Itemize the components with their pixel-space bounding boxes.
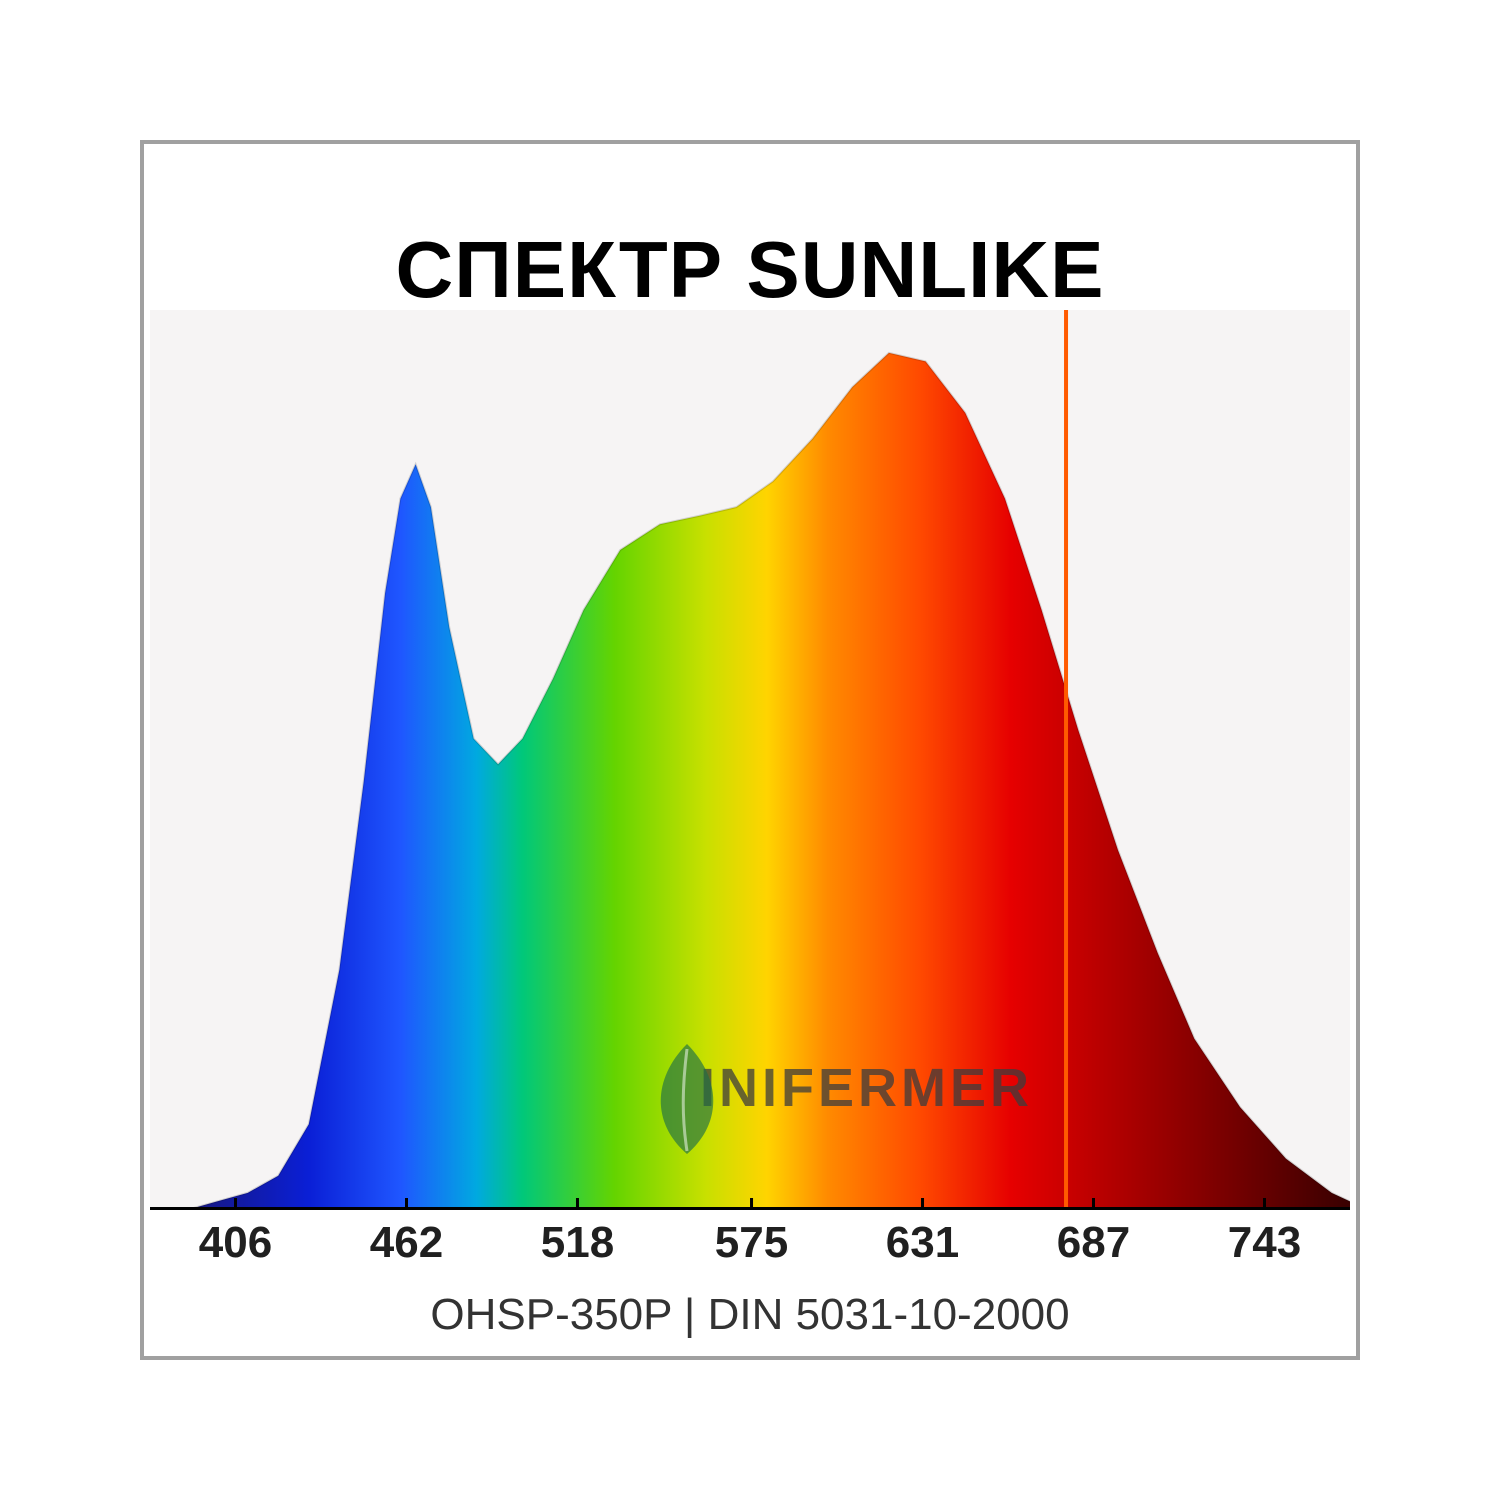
spectrum-plot: INIFERMER	[150, 310, 1350, 1210]
x-tick-label: 518	[541, 1218, 614, 1268]
chart-title: СПЕКТР SUNLIKE	[0, 224, 1500, 316]
x-axis-labels: 406 462 518 575 631 687 743	[150, 1218, 1350, 1278]
x-tick-label: 575	[715, 1218, 788, 1268]
x-tick-label: 687	[1057, 1218, 1130, 1268]
x-tick-label: 743	[1228, 1218, 1301, 1268]
chart-caption: OHSP-350P | DIN 5031-10-2000	[140, 1290, 1360, 1340]
x-tick-label: 406	[199, 1218, 272, 1268]
x-tick-label: 631	[886, 1218, 959, 1268]
x-tick-label: 462	[370, 1218, 443, 1268]
spectrum-svg	[150, 310, 1350, 1210]
card: СПЕКТР SUNLIKE INIFERMER 406 462 518 575 631…	[0, 0, 1500, 1500]
